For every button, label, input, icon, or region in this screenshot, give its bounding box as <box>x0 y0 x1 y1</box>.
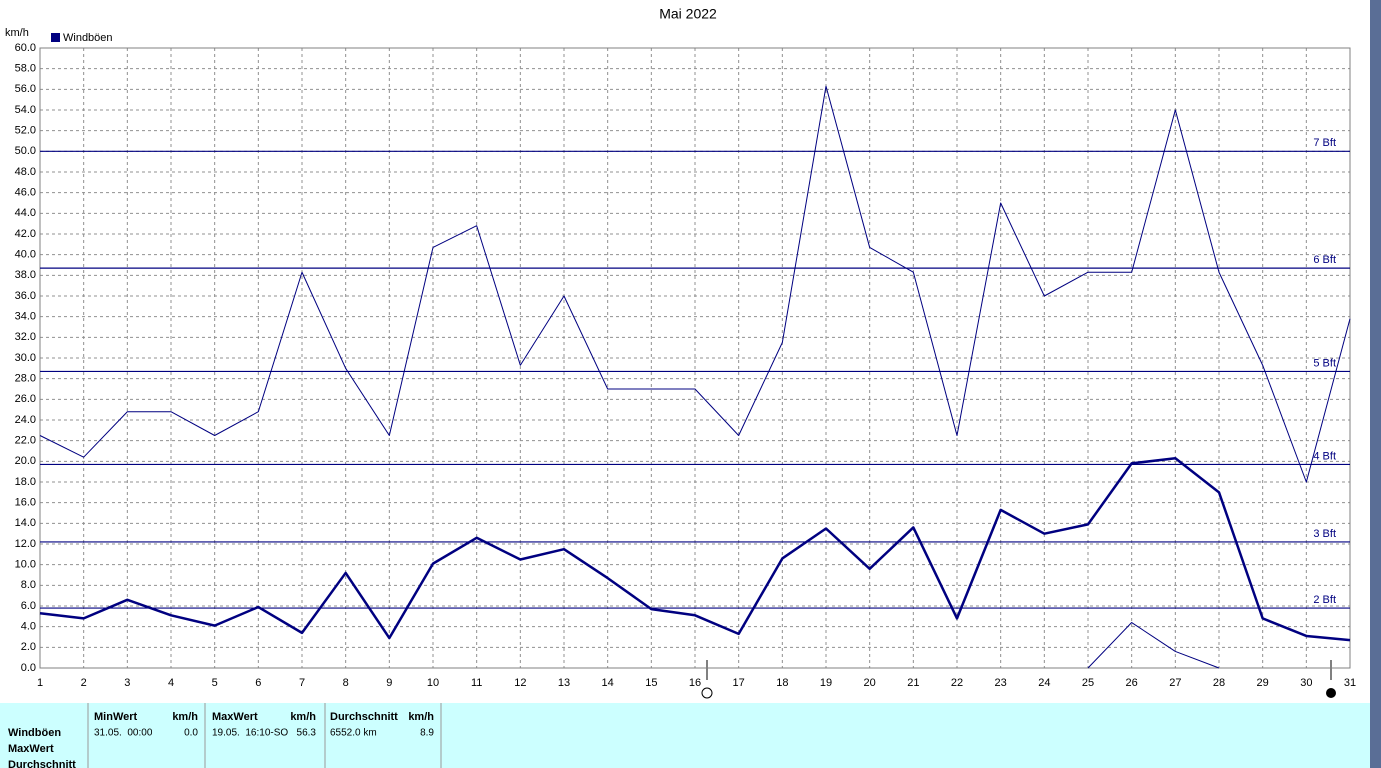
window-edge <box>1370 0 1381 768</box>
beaufort-label: 4 Bft <box>1313 450 1336 462</box>
y-tick-label: 60.0 <box>15 42 36 54</box>
x-tick-label: 5 <box>212 677 218 689</box>
y-tick-label: 12.0 <box>15 538 36 550</box>
x-tick-label: 1 <box>37 677 43 689</box>
stats-header: km/h <box>290 711 316 723</box>
y-tick-label: 58.0 <box>15 63 36 75</box>
y-tick-label: 22.0 <box>15 435 36 447</box>
y-tick-label: 10.0 <box>15 559 36 571</box>
x-tick-label: 22 <box>951 677 963 689</box>
legend-label: Windböen <box>63 32 113 44</box>
x-tick-label: 13 <box>558 677 570 689</box>
x-tick-label: 18 <box>776 677 788 689</box>
plot-frame <box>39 47 1351 669</box>
stats-header: MaxWert <box>212 711 258 723</box>
y-tick-label: 40.0 <box>15 249 36 261</box>
x-tick-label: 20 <box>864 677 876 689</box>
series-line <box>39 85 1351 483</box>
y-tick-label: 0.0 <box>21 662 36 674</box>
moon-full <box>1326 688 1336 698</box>
series-line <box>39 456 1351 642</box>
x-tick-label: 8 <box>343 677 349 689</box>
chart-title: Mai 2022 <box>659 6 717 22</box>
beaufort-label: 2 Bft <box>1313 594 1336 606</box>
x-tick-label: 27 <box>1169 677 1181 689</box>
y-tick-label: 4.0 <box>21 621 36 633</box>
series-line <box>1087 622 1220 669</box>
stats-cell: 8.9 <box>420 728 434 739</box>
stats-header: MinWert <box>94 711 138 723</box>
y-tick-label: 38.0 <box>15 269 36 281</box>
x-tick-label: 16 <box>689 677 701 689</box>
x-tick-label: 24 <box>1038 677 1050 689</box>
x-tick-label: 14 <box>602 677 614 689</box>
x-tick-label: 11 <box>471 677 482 689</box>
stats-header: Durchschnitt <box>330 711 398 723</box>
x-tick-label: 23 <box>995 677 1007 689</box>
stats-header: km/h <box>172 711 198 723</box>
y-tick-label: 2.0 <box>21 641 36 653</box>
y-tick-label: 34.0 <box>15 311 36 323</box>
x-tick-label: 9 <box>386 677 392 689</box>
stats-cell: 56.3 <box>297 728 317 739</box>
y-tick-label: 46.0 <box>15 187 36 199</box>
stats-panel <box>0 703 1370 768</box>
stats-cell: 0.0 <box>184 728 198 739</box>
x-tick-label: 12 <box>514 677 526 689</box>
stats-row-label: MaxWert <box>8 743 54 755</box>
x-tick-label: 3 <box>124 677 130 689</box>
stats-row-label: Windböen <box>8 727 61 739</box>
x-tick-label: 15 <box>645 677 657 689</box>
x-tick-label: 19 <box>820 677 832 689</box>
y-tick-label: 54.0 <box>15 104 36 116</box>
y-tick-label: 36.0 <box>15 290 36 302</box>
y-tick-label: 20.0 <box>15 455 36 467</box>
y-tick-label: 56.0 <box>15 83 36 95</box>
x-tick-label: 17 <box>733 677 745 689</box>
y-axis-label: km/h <box>5 27 29 39</box>
y-tick-label: 26.0 <box>15 393 36 405</box>
y-tick-label: 48.0 <box>15 166 36 178</box>
x-tick-label: 2 <box>81 677 87 689</box>
stats-cell: 31.05. 00:00 <box>94 728 153 739</box>
beaufort-label: 7 Bft <box>1313 137 1336 149</box>
y-tick-label: 28.0 <box>15 373 36 385</box>
moon-new <box>701 687 713 699</box>
y-tick-label: 42.0 <box>15 228 36 240</box>
y-tick-label: 16.0 <box>15 497 36 509</box>
legend-swatch <box>51 33 60 42</box>
stats-header: km/h <box>408 711 434 723</box>
x-tick-label: 7 <box>299 677 305 689</box>
x-tick-label: 26 <box>1126 677 1138 689</box>
x-tick-label: 4 <box>168 677 174 689</box>
stats-row-label: Durchschnitt <box>8 759 76 768</box>
y-tick-label: 30.0 <box>15 352 36 364</box>
x-tick-label: 25 <box>1082 677 1094 689</box>
y-tick-label: 18.0 <box>15 476 36 488</box>
beaufort-label: 6 Bft <box>1313 254 1336 266</box>
chart-background <box>0 0 1370 703</box>
y-tick-label: 44.0 <box>15 207 36 219</box>
stats-cell: 6552.0 km <box>330 728 377 739</box>
y-tick-label: 52.0 <box>15 125 36 137</box>
y-tick-label: 32.0 <box>15 331 36 343</box>
x-tick-label: 30 <box>1300 677 1312 689</box>
stats-cell: 19.05. 16:10-SO <box>212 728 288 739</box>
y-tick-label: 6.0 <box>21 600 36 612</box>
x-tick-label: 10 <box>427 677 439 689</box>
y-tick-label: 14.0 <box>15 517 36 529</box>
y-tick-label: 50.0 <box>15 145 36 157</box>
x-tick-label: 28 <box>1213 677 1225 689</box>
y-tick-label: 8.0 <box>21 579 36 591</box>
x-tick-label: 6 <box>255 677 261 689</box>
beaufort-label: 3 Bft <box>1313 528 1336 540</box>
beaufort-label: 5 Bft <box>1313 357 1336 369</box>
x-tick-label: 21 <box>907 677 919 689</box>
x-tick-label: 31 <box>1344 677 1356 689</box>
y-tick-label: 24.0 <box>15 414 36 426</box>
x-tick-label: 29 <box>1257 677 1269 689</box>
